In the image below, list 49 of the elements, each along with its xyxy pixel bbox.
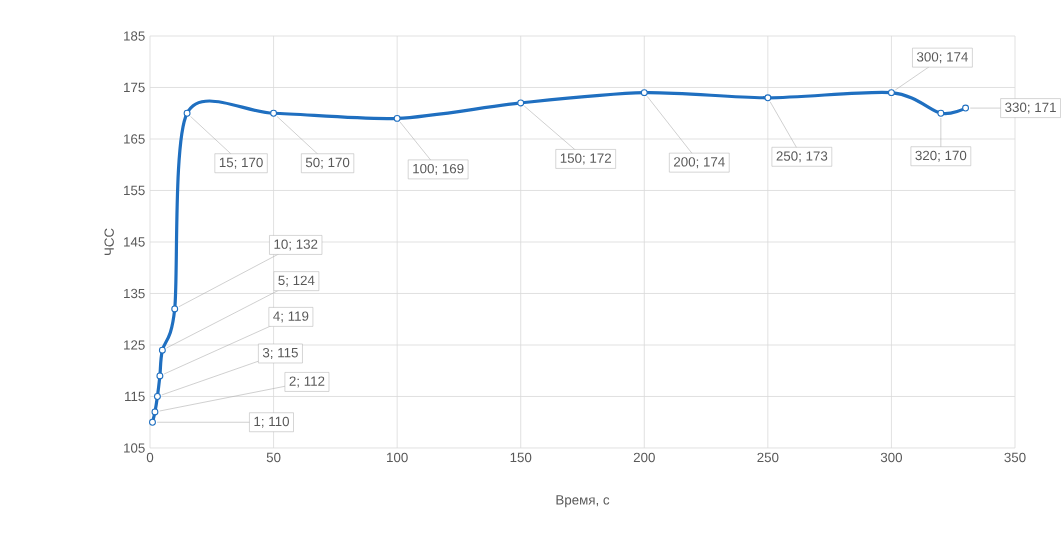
x-tick-label: 0: [146, 452, 154, 463]
data-label: 4; 119: [273, 311, 309, 323]
data-label: 3; 115: [262, 347, 298, 359]
data-label: 320; 170: [915, 150, 967, 162]
data-label: 15; 170: [219, 157, 263, 169]
point: [153, 393, 161, 400]
point: [158, 346, 166, 354]
point: [183, 109, 191, 117]
data-label: 2; 112: [289, 376, 325, 388]
data-label: 200; 174: [674, 157, 725, 169]
y-tick-label: 155: [124, 185, 145, 196]
y-tick-label: 115: [125, 391, 145, 402]
point: [393, 114, 401, 122]
point: [937, 109, 945, 117]
x-axis-title: Время, с: [556, 495, 610, 508]
data-label: 300; 174: [916, 52, 968, 64]
x-tick-label: 250: [757, 452, 779, 463]
data-label: 10; 132: [274, 239, 318, 251]
y-tick-label: 145: [124, 237, 145, 247]
point: [640, 89, 648, 97]
y-tick-label: 135: [124, 288, 145, 299]
point: [517, 99, 525, 107]
data-label: 100; 169: [413, 163, 464, 175]
x-tick-label: 200: [633, 452, 655, 463]
y-tick-label: 125: [124, 340, 145, 350]
data-label: 250; 173: [776, 151, 828, 163]
x-tick-label: 300: [880, 452, 903, 463]
data-label: 150; 172: [560, 153, 611, 165]
x-tick-label: 100: [387, 452, 408, 463]
y-tick-label: 165: [124, 134, 145, 144]
x-tick-label: 50: [266, 452, 281, 463]
data-label: 1; 110: [254, 416, 289, 428]
point: [887, 89, 895, 97]
y-tick-label: 185: [124, 31, 145, 41]
data-label: 330; 171: [1005, 102, 1056, 114]
y-tick-label: 105: [124, 443, 145, 453]
data-label: 50; 170: [305, 157, 350, 169]
point: [151, 408, 159, 416]
point: [270, 109, 278, 117]
point: [149, 418, 156, 426]
x-tick-label: 350: [1004, 452, 1026, 463]
x-tick-label: 150: [510, 452, 532, 463]
point: [962, 104, 970, 112]
point: [156, 372, 164, 380]
data-label: 5; 124: [278, 275, 315, 287]
y-axis-title: ЧСС: [104, 228, 114, 256]
point: [764, 94, 772, 102]
point: [171, 305, 179, 313]
y-tick-label: 175: [124, 82, 145, 93]
